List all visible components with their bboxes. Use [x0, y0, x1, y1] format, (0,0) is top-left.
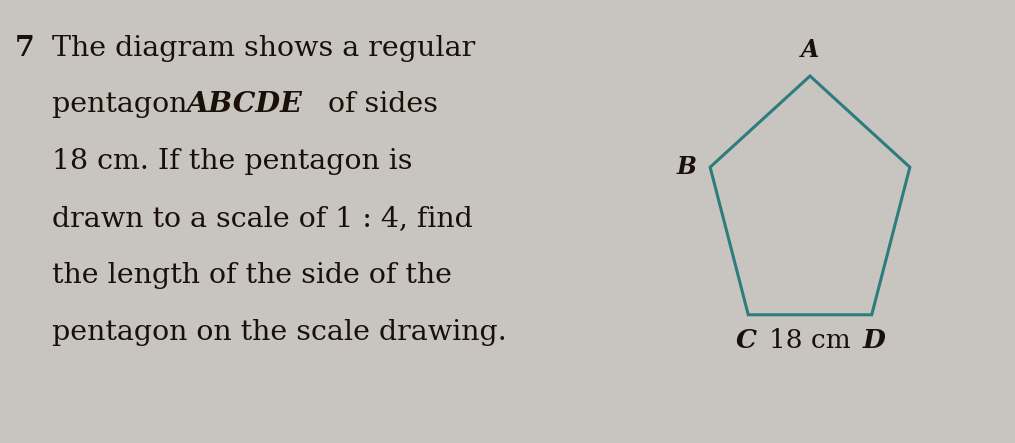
Text: C: C [736, 328, 757, 353]
Text: drawn to a scale of 1 : 4, find: drawn to a scale of 1 : 4, find [52, 205, 473, 232]
Text: ABCDE: ABCDE [186, 91, 301, 118]
Text: 18 cm: 18 cm [769, 328, 851, 353]
Text: B: B [676, 155, 696, 179]
Text: of sides: of sides [319, 91, 438, 118]
Text: the length of the side of the: the length of the side of the [52, 262, 452, 289]
Text: A: A [801, 38, 819, 62]
Text: 7: 7 [15, 35, 35, 62]
Text: pentagon on the scale drawing.: pentagon on the scale drawing. [52, 319, 506, 346]
Text: pentagon: pentagon [52, 91, 196, 118]
Text: 18 cm. If the pentagon is: 18 cm. If the pentagon is [52, 148, 412, 175]
Polygon shape [710, 76, 909, 315]
Text: The diagram shows a regular: The diagram shows a regular [52, 35, 475, 62]
Text: D: D [863, 328, 885, 353]
